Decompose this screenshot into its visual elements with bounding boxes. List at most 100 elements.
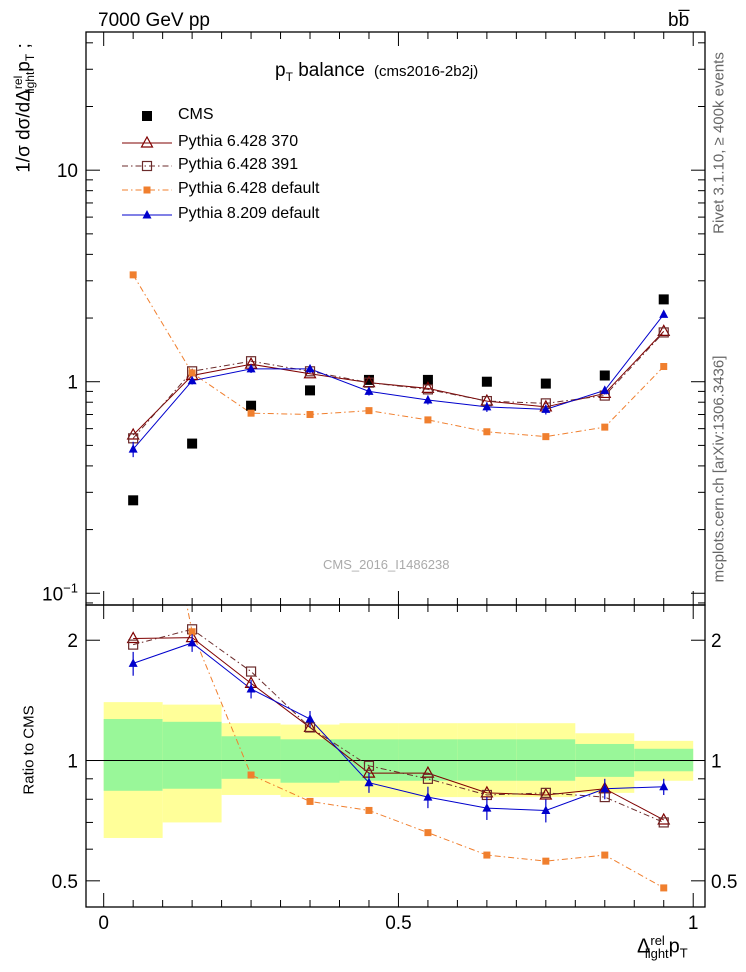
marker-pythia6-370 bbox=[657, 812, 671, 825]
marker-pythia6-default bbox=[247, 409, 255, 417]
marker-pythia8-default bbox=[187, 375, 197, 385]
legend-label-pythia6-370: Pythia 6.428 370 bbox=[178, 133, 299, 150]
marker-pythia6-default bbox=[601, 423, 609, 431]
marker-pythia6-default bbox=[542, 857, 550, 865]
series-line bbox=[186, 605, 664, 889]
x-tick-label: 0.5 bbox=[385, 913, 411, 934]
marker-pythia8-default bbox=[482, 401, 492, 411]
marker-pythia6-default bbox=[660, 363, 668, 371]
marker-pythia8-default bbox=[541, 404, 551, 413]
process-label: bb̅ bbox=[668, 10, 690, 31]
marker-pythia8-default bbox=[423, 394, 433, 404]
series-markers bbox=[122, 111, 671, 892]
rivet-label: Rivet 3.1.10, ≥ 400k events bbox=[710, 52, 728, 234]
marker-cms bbox=[481, 376, 492, 387]
plot-title-main: p bbox=[275, 60, 286, 81]
marker-pythia6-370 bbox=[657, 324, 671, 336]
ratio-y-tick-label-left: 1 bbox=[67, 752, 78, 773]
series-line bbox=[133, 628, 664, 823]
plot-title-rest: balance bbox=[292, 60, 365, 81]
marker-pythia6-default bbox=[483, 428, 491, 436]
marker-pythia8-default bbox=[187, 637, 197, 647]
marker-pythia6-391 bbox=[422, 384, 434, 395]
marker-pythia6-default bbox=[306, 797, 314, 805]
marker-pythia6-default bbox=[660, 884, 668, 892]
marker-pythia6-391 bbox=[658, 327, 669, 338]
main-y-tick-label: 10 bbox=[57, 161, 78, 182]
marker-cms bbox=[187, 438, 198, 449]
marker-cms bbox=[540, 378, 551, 389]
marker-pythia6-391 bbox=[363, 760, 375, 771]
marker-pythia8-default bbox=[142, 210, 152, 219]
marker-pythia6-default bbox=[129, 271, 137, 279]
watermark: CMS_2016_I1486238 bbox=[323, 557, 450, 572]
ratio-y-axis-label: Ratio to CMS bbox=[20, 705, 38, 795]
marker-pythia6-391 bbox=[658, 817, 669, 828]
marker-pythia6-default bbox=[306, 410, 314, 418]
marker-cms bbox=[599, 370, 610, 381]
marker-pythia8-default bbox=[423, 792, 433, 801]
marker-pythia6-default bbox=[143, 186, 151, 194]
legend-label-pythia6-default: Pythia 6.428 default bbox=[178, 180, 320, 197]
marker-pythia6-370 bbox=[480, 785, 494, 798]
plot-title-note: (cms2016-2b2j) bbox=[374, 63, 479, 80]
marker-pythia6-370 bbox=[303, 366, 317, 379]
marker-pythia6-391 bbox=[128, 639, 139, 650]
marker-pythia6-391 bbox=[245, 666, 257, 677]
marker-cms bbox=[246, 400, 257, 411]
series-line bbox=[132, 642, 664, 811]
marker-pythia6-default bbox=[247, 771, 255, 779]
marker-cms bbox=[363, 374, 374, 385]
legend-label-pythia6-391: Pythia 6.428 391 bbox=[178, 156, 299, 173]
main-y-tick-label: 1 bbox=[67, 373, 78, 394]
ratio-frame bbox=[85, 604, 706, 908]
marker-pythia6-370 bbox=[140, 135, 154, 148]
marker-pythia8-default bbox=[600, 783, 610, 793]
marker-pythia8-default bbox=[364, 777, 374, 787]
marker-pythia6-391 bbox=[422, 773, 434, 784]
marker-pythia6-default bbox=[542, 433, 550, 441]
marker-pythia6-default bbox=[188, 369, 196, 377]
marker-pythia6-default bbox=[365, 407, 373, 415]
ratio-y-tick-label-right: 2 bbox=[711, 631, 722, 652]
marker-pythia8-default bbox=[305, 714, 315, 723]
marker-pythia8-default bbox=[659, 781, 669, 791]
marker-pythia6-370 bbox=[421, 381, 435, 393]
marker-pythia8-default bbox=[246, 683, 256, 693]
band-inner-bin bbox=[103, 719, 163, 791]
marker-pythia6-default bbox=[601, 851, 609, 859]
marker-pythia6-default bbox=[188, 628, 196, 636]
marker-pythia8-default bbox=[600, 385, 610, 394]
marker-pythia6-default bbox=[483, 851, 491, 859]
main-y-tick-exponent: −1 bbox=[63, 580, 78, 595]
plot-title: pT balance (cms2016-2b2j) bbox=[275, 60, 478, 84]
marker-cms bbox=[142, 111, 152, 121]
marker-cms bbox=[305, 385, 316, 396]
marker-pythia6-391 bbox=[363, 377, 375, 388]
main-y-axis-label: 1/σ dσ/dΔrellightpT ; bbox=[10, 43, 38, 173]
marker-pythia6-391 bbox=[128, 433, 139, 444]
x-axis-label: ΔrellightpT bbox=[637, 933, 688, 961]
legend-label-pythia8-default: Pythia 8.209 default bbox=[178, 205, 320, 222]
series-line bbox=[133, 637, 664, 821]
band-inner-bin bbox=[634, 748, 694, 772]
marker-cms bbox=[128, 495, 139, 506]
marker-pythia8-default bbox=[364, 386, 374, 395]
marker-pythia8-default bbox=[482, 803, 492, 812]
marker-pythia6-391 bbox=[540, 787, 551, 798]
marker-pythia8-default bbox=[128, 444, 138, 453]
marker-pythia8-default bbox=[541, 805, 551, 814]
series-line bbox=[132, 314, 665, 450]
marker-pythia8-default bbox=[246, 363, 256, 373]
legend: CMS Pythia 6.428 370 Pythia 6.428 391 Py… bbox=[110, 100, 410, 230]
marker-pythia6-default bbox=[424, 829, 432, 837]
ratio-y-tick-label-left: 0.5 bbox=[52, 872, 78, 893]
marker-pythia6-391 bbox=[141, 160, 153, 172]
marker-pythia6-370 bbox=[126, 631, 140, 644]
marker-pythia6-default bbox=[424, 416, 432, 424]
ratio-y-tick-label-left: 2 bbox=[67, 631, 78, 652]
ratio-y-tick-label-right: 0.5 bbox=[711, 872, 737, 893]
energy-label: 7000 GeV pp bbox=[98, 10, 210, 31]
marker-pythia6-default bbox=[365, 806, 373, 814]
